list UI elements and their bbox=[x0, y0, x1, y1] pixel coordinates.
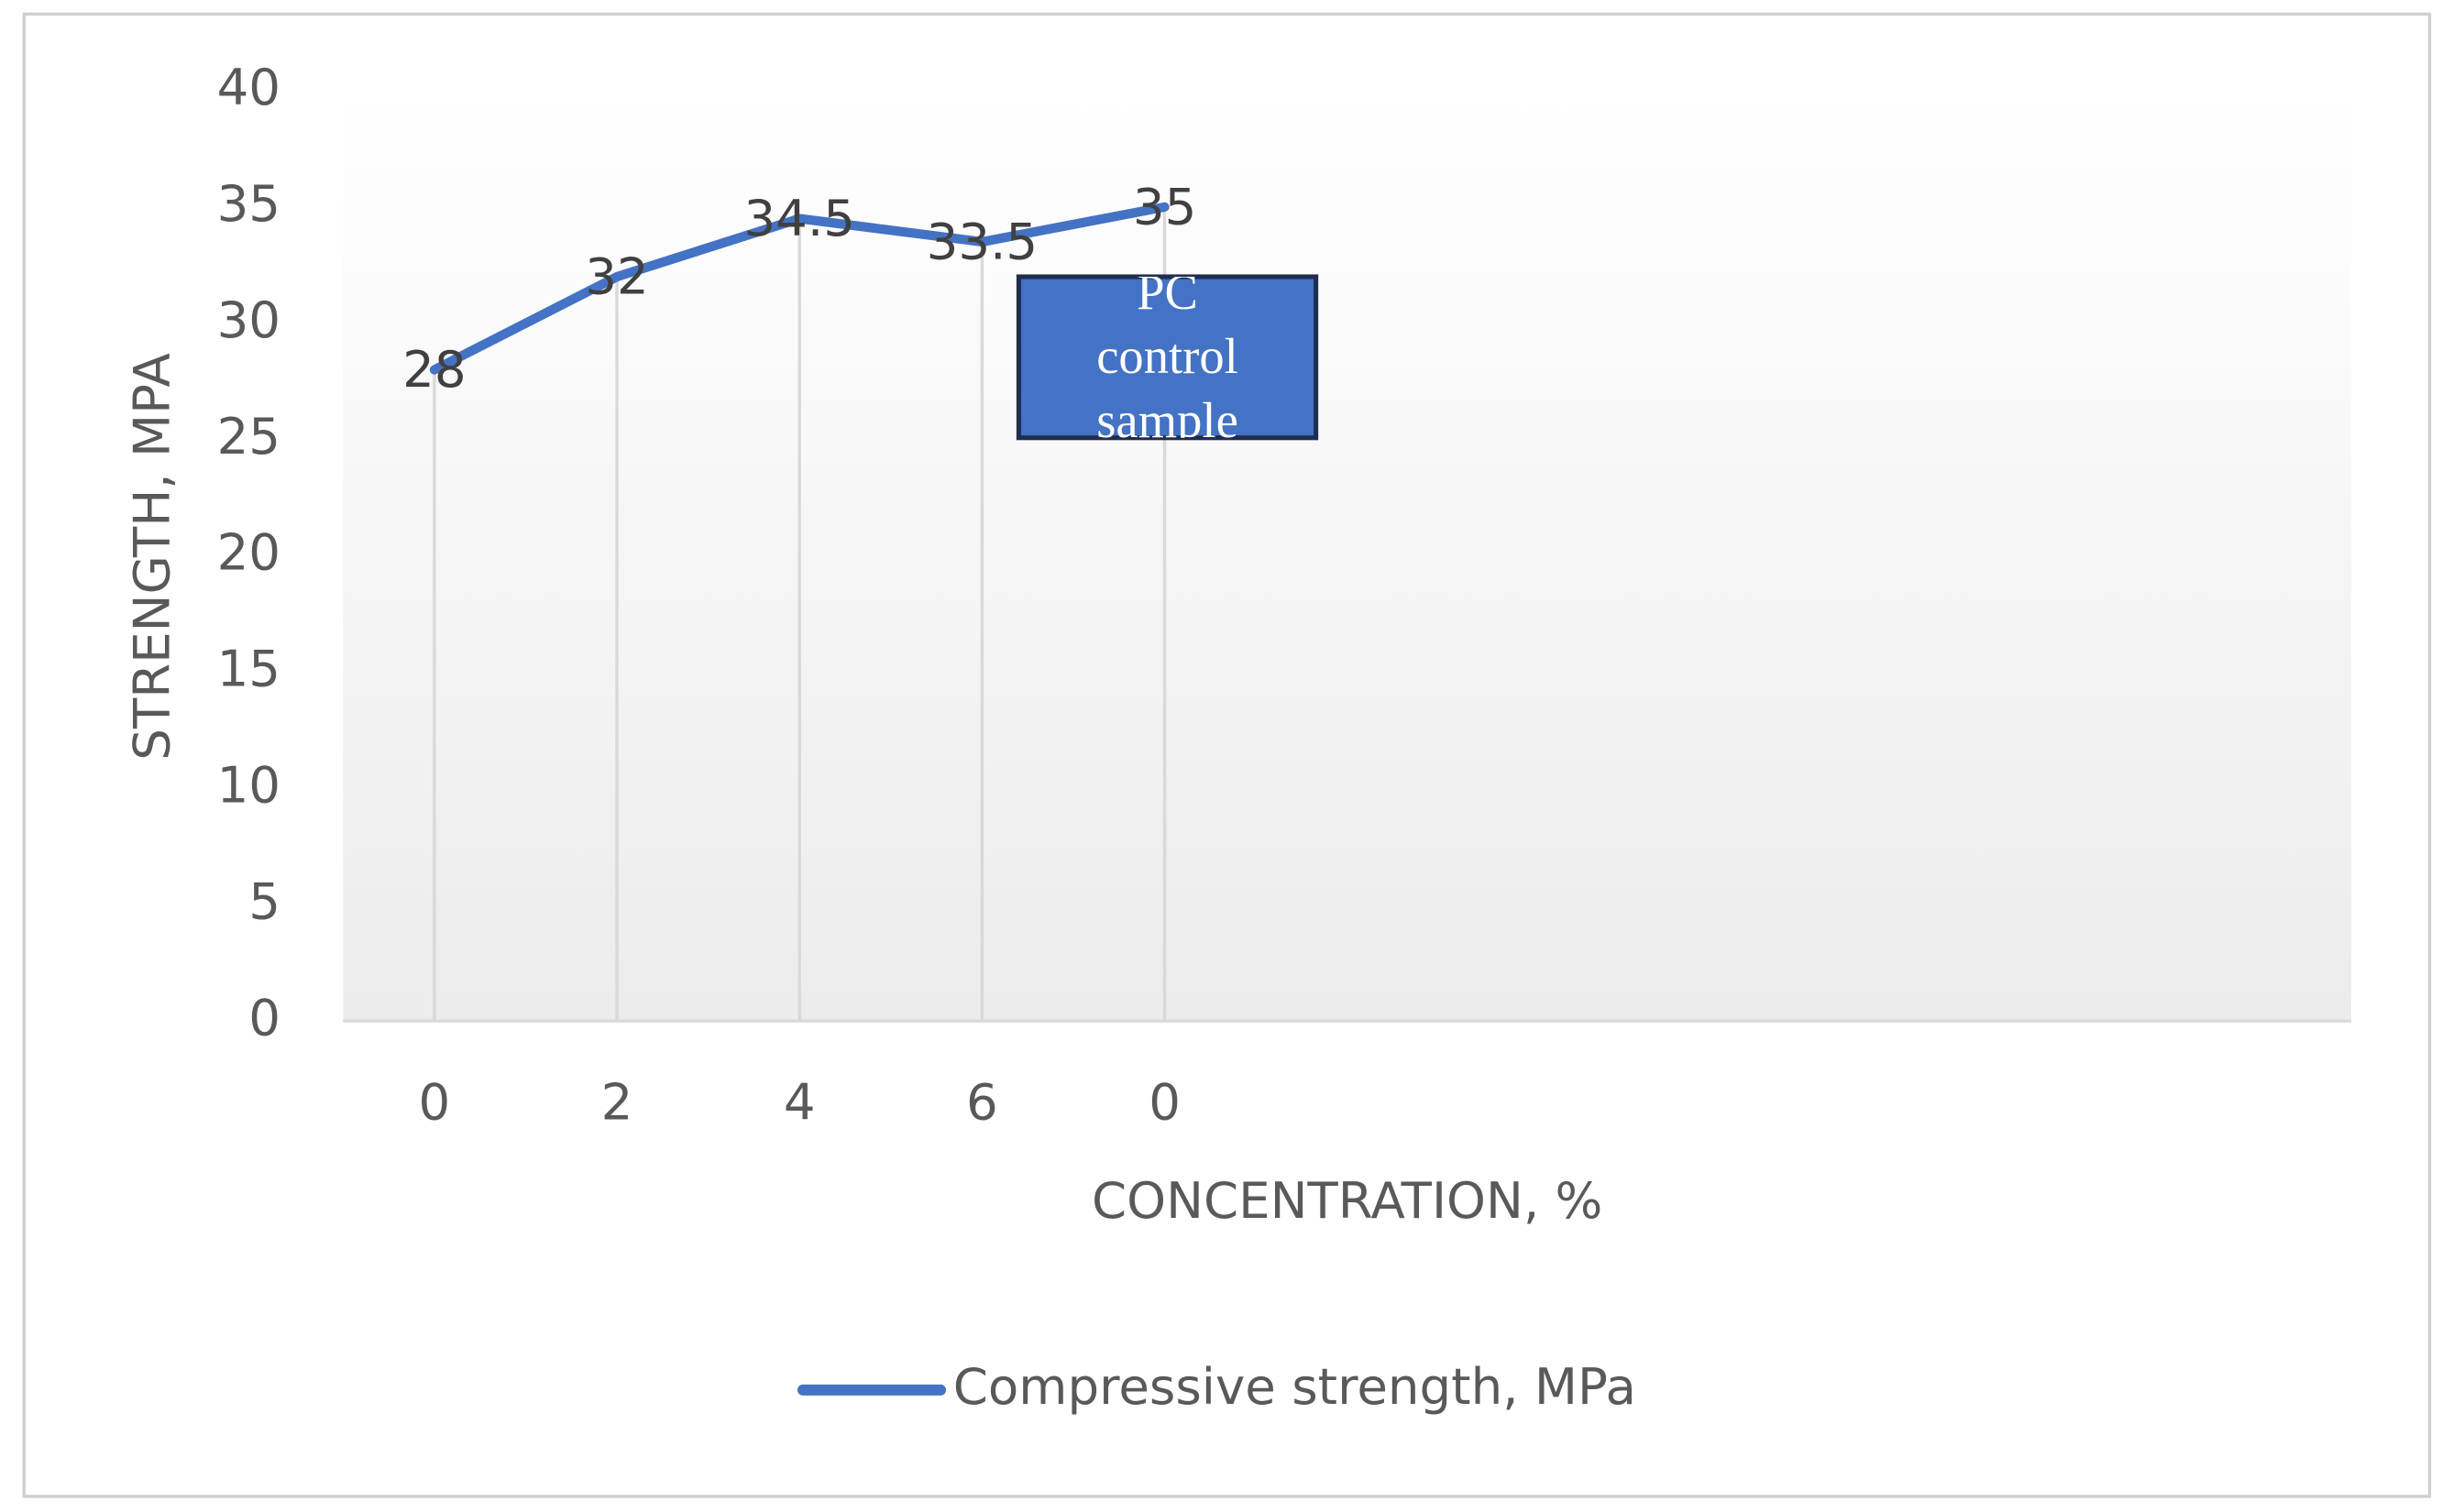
x-axis-label: CONCENTRATION, % bbox=[1092, 1171, 1602, 1230]
x-tick-label: 6 bbox=[966, 1072, 998, 1131]
y-tick-label: 5 bbox=[248, 871, 280, 930]
y-tick-label: 10 bbox=[217, 756, 280, 815]
annotation: PC control sample bbox=[1096, 264, 1238, 448]
data-label: 35 bbox=[1133, 177, 1196, 236]
x-tick-label: 0 bbox=[1149, 1072, 1181, 1131]
legend-label: Compressive strength, MPa bbox=[953, 1357, 1636, 1416]
y-tick-label: 35 bbox=[217, 174, 280, 233]
y-tick-label: 15 bbox=[217, 640, 280, 698]
data-label: 32 bbox=[585, 247, 648, 306]
series-line bbox=[429, 202, 1170, 375]
y-tick-label: 25 bbox=[217, 407, 280, 466]
x-tick-label: 4 bbox=[784, 1072, 816, 1131]
plot-area bbox=[343, 90, 2352, 1022]
y-tick-label: 40 bbox=[217, 58, 280, 116]
annotation-box bbox=[1016, 274, 1319, 441]
x-tick-label: 2 bbox=[601, 1072, 633, 1131]
data-label: 28 bbox=[402, 340, 466, 399]
x-tick-label: 0 bbox=[419, 1072, 451, 1131]
y-tick-label: 0 bbox=[248, 988, 280, 1046]
data-label: 33.5 bbox=[927, 212, 1039, 270]
y-tick-label: 20 bbox=[217, 523, 280, 582]
y-axis-label: STRENGTH, MPA bbox=[123, 353, 181, 761]
annotation-text: PC control sample bbox=[1096, 264, 1238, 448]
data-label: 34.5 bbox=[743, 189, 855, 247]
y-tick-label: 30 bbox=[217, 290, 280, 349]
